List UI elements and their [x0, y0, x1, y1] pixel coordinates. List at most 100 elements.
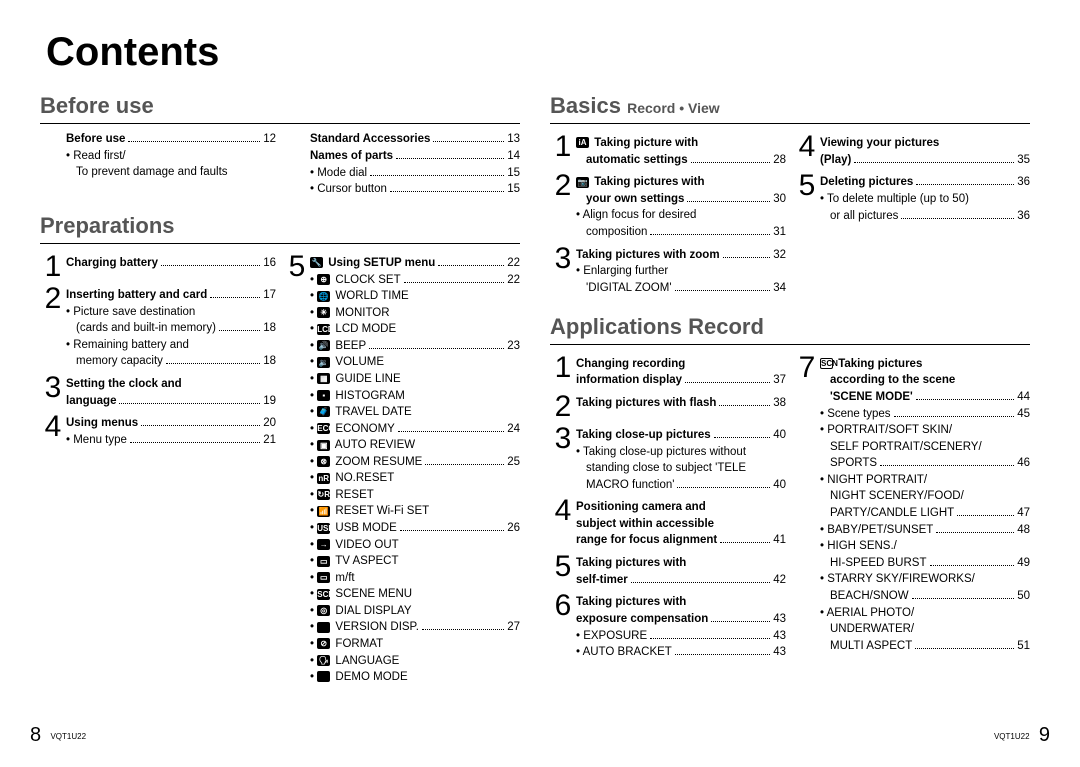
step-number: 1 — [40, 252, 66, 282]
toc-entry: standing close to subject 'TELE — [576, 461, 786, 477]
entry-icon: ▪ — [317, 390, 330, 401]
entry-label: • BABY/PET/SUNSET — [820, 523, 933, 539]
applications-col-a: 1Changing recordinginformation display37… — [550, 353, 786, 664]
entry-icon: iA — [576, 137, 589, 148]
toc-entry: • ▪ HISTOGRAM — [310, 389, 520, 405]
entry-label: • Taking close-up pictures without — [576, 445, 746, 461]
toc-entry: your own settings30 — [576, 192, 786, 208]
toc-entry: (cards and built-in memory)18 — [66, 321, 276, 337]
entry-label: Standard Accessories — [310, 132, 430, 148]
toc-entry: automatic settings28 — [576, 153, 786, 169]
toc-entry: • Picture save destination — [66, 305, 276, 321]
entry-label: • EXPOSURE — [576, 629, 647, 645]
entry-label: • LCD LCD MODE — [310, 322, 396, 338]
entry-label: • HIGH SENS./ — [820, 539, 897, 555]
entry-page: 47 — [1017, 506, 1030, 522]
toc-entry: according to the scene — [820, 373, 1030, 389]
numbered-block: 1Charging battery16 — [40, 252, 276, 282]
toc-entry: • ▦ GUIDE LINE — [310, 372, 520, 388]
entry-icon: nR — [317, 473, 330, 484]
toc-entry: composition31 — [576, 225, 786, 241]
numbered-block: 5Taking pictures withself-timer42 — [550, 552, 786, 589]
entry-label: BEACH/SNOW — [820, 589, 909, 605]
toc-entry: Taking pictures with zoom32 — [576, 248, 786, 264]
toc-entry: 📷 Taking pictures with — [576, 175, 786, 191]
entry-label: Inserting battery and card — [66, 288, 207, 304]
entry-page: 46 — [1017, 456, 1030, 472]
entry-page: 44 — [1017, 390, 1030, 406]
entry-icon — [317, 622, 330, 633]
entry-icon: ⊕ — [317, 274, 330, 285]
entry-page: 19 — [263, 394, 276, 410]
entry-page: 38 — [773, 396, 786, 412]
toc-entry: Viewing your pictures — [820, 136, 1030, 152]
toc-entry: Before use12 — [66, 132, 276, 148]
entry-page: 22 — [507, 273, 520, 289]
numbered-block: 3Taking close-up pictures40• Taking clos… — [550, 424, 786, 494]
toc-entry: subject within accessible — [576, 517, 786, 533]
toc-entry: To prevent damage and faults — [66, 165, 276, 181]
step-number: 2 — [550, 392, 576, 422]
entry-icon: ◎ — [317, 605, 330, 616]
numbered-block: 1iA Taking picture withautomatic setting… — [550, 132, 786, 169]
entry-label: range for focus alignment — [576, 533, 717, 549]
step-number: 3 — [550, 244, 576, 274]
entry-label: 'DIGITAL ZOOM' — [576, 281, 672, 297]
entry-label: • 🔉 VOLUME — [310, 355, 384, 371]
toc-entry: • ⊗ ZOOM RESUME25 — [310, 455, 520, 471]
entry-label: MACRO function' — [576, 478, 674, 494]
toc-entry: • 📶 RESET Wi-Fi SET — [310, 504, 520, 520]
entry-page: 37 — [773, 373, 786, 389]
entry-label: • 🧳 TRAVEL DATE — [310, 405, 412, 421]
entry-label: MULTI ASPECT — [820, 639, 912, 655]
entry-label: • ▣ AUTO REVIEW — [310, 438, 415, 454]
toc-entry: information display37 — [576, 373, 786, 389]
toc-entry: • ▭ TV ASPECT — [310, 554, 520, 570]
toc-entry: iA Taking picture with — [576, 136, 786, 152]
basics-sub: Record • View — [627, 100, 720, 116]
page-number-left: 8 — [30, 724, 41, 746]
step-number: 4 — [794, 132, 820, 162]
numbered-block: 4Using menus20• Menu type21 — [40, 412, 276, 449]
entry-label: • VERSION DISP. — [310, 620, 419, 636]
entry-page: 45 — [1017, 407, 1030, 423]
entry-label: • Read first/ — [66, 149, 126, 165]
toc-entry: 'SCENE MODE'44 — [820, 390, 1030, 406]
toc-entry: BEACH/SNOW50 — [820, 589, 1030, 605]
entry-label: Names of parts — [310, 149, 393, 165]
entry-label: Taking pictures with — [576, 556, 686, 572]
entry-label: Before use — [66, 132, 125, 148]
toc-entry: • USB USB MODE26 — [310, 521, 520, 537]
entry-page: 24 — [507, 422, 520, 438]
step-number: 2 — [550, 171, 576, 201]
entry-page: 13 — [507, 132, 520, 148]
entry-page: 51 — [1017, 639, 1030, 655]
entry-label: SCN Taking pictures — [820, 357, 922, 373]
page-number-right: 9 — [1039, 724, 1050, 746]
section-applications: Applications Record — [550, 314, 1030, 345]
entry-label: • Picture save destination — [66, 305, 195, 321]
entry-label: • ⊘ FORMAT — [310, 637, 383, 653]
toc-entry: Setting the clock and — [66, 377, 276, 393]
entry-label: • NIGHT PORTRAIT/ — [820, 473, 927, 489]
entry-label: UNDERWATER/ — [820, 622, 914, 638]
entry-label: SELF PORTRAIT/SCENERY/ — [820, 440, 982, 456]
toc-entry: Taking pictures with — [576, 556, 786, 572]
toc-entry: 🔧 Using SETUP menu22 — [310, 256, 520, 272]
before-use-col-b: Standard Accessories13Names of parts14• … — [284, 132, 520, 199]
entry-page: 43 — [773, 645, 786, 661]
entry-page: 14 — [507, 149, 520, 165]
footer-right: VQT1U22 9 — [994, 724, 1050, 747]
numbered-block: 3Taking pictures with zoom32• Enlarging … — [550, 244, 786, 298]
toc-entry: (Play)35 — [820, 153, 1030, 169]
toc-entry: • PORTRAIT/SOFT SKIN/ — [820, 423, 1030, 439]
entry-label: iA Taking picture with — [576, 136, 698, 152]
entry-icon: SCN — [820, 358, 833, 369]
numbered-block: 5🔧 Using SETUP menu22• ⊕ CLOCK SET22• 🌐 … — [284, 252, 520, 687]
entry-page: 20 — [263, 416, 276, 432]
entry-label: • Remaining battery and — [66, 338, 189, 354]
entry-page: 43 — [773, 612, 786, 628]
toc-entry: or all pictures36 — [820, 208, 1030, 224]
toc-entry: MACRO function'40 — [576, 478, 786, 494]
entry-label: • ECO ECONOMY — [310, 422, 395, 438]
